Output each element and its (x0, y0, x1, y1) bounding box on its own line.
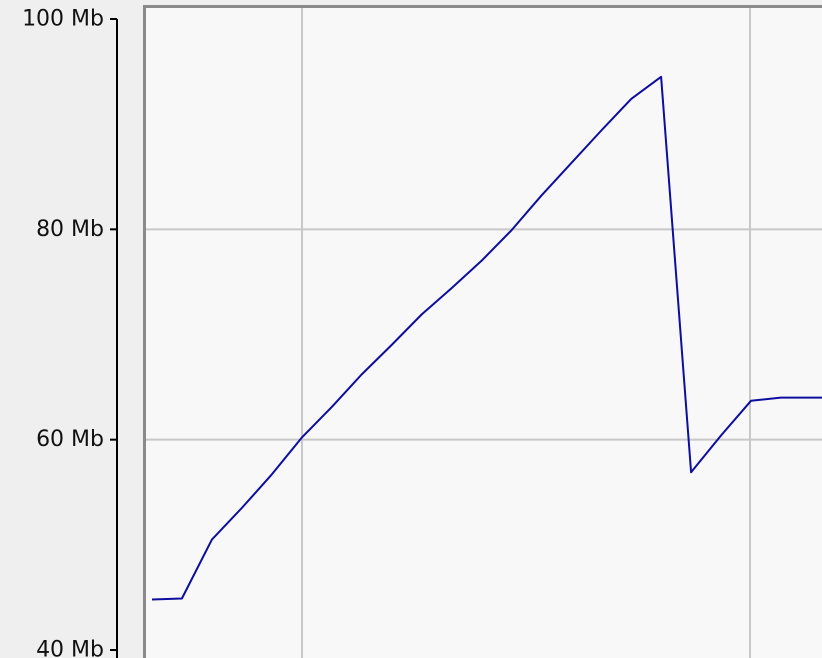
y-tick-label: 40 Mb (36, 638, 104, 658)
series-layer (151, 75, 822, 601)
plot-area (146, 8, 822, 658)
vertical-gridlines (301, 8, 751, 658)
memory-series-line (151, 75, 822, 601)
y-tick-label: 60 Mb (36, 427, 104, 452)
y-tick-label: 80 Mb (36, 217, 104, 242)
y-tick-label: 100 Mb (22, 7, 104, 32)
y-axis-ticks (110, 18, 117, 651)
horizontal-gridlines (146, 228, 822, 441)
y-axis-labels: 40 Mb 60 Mb 80 Mb 100 Mb (22, 7, 104, 658)
